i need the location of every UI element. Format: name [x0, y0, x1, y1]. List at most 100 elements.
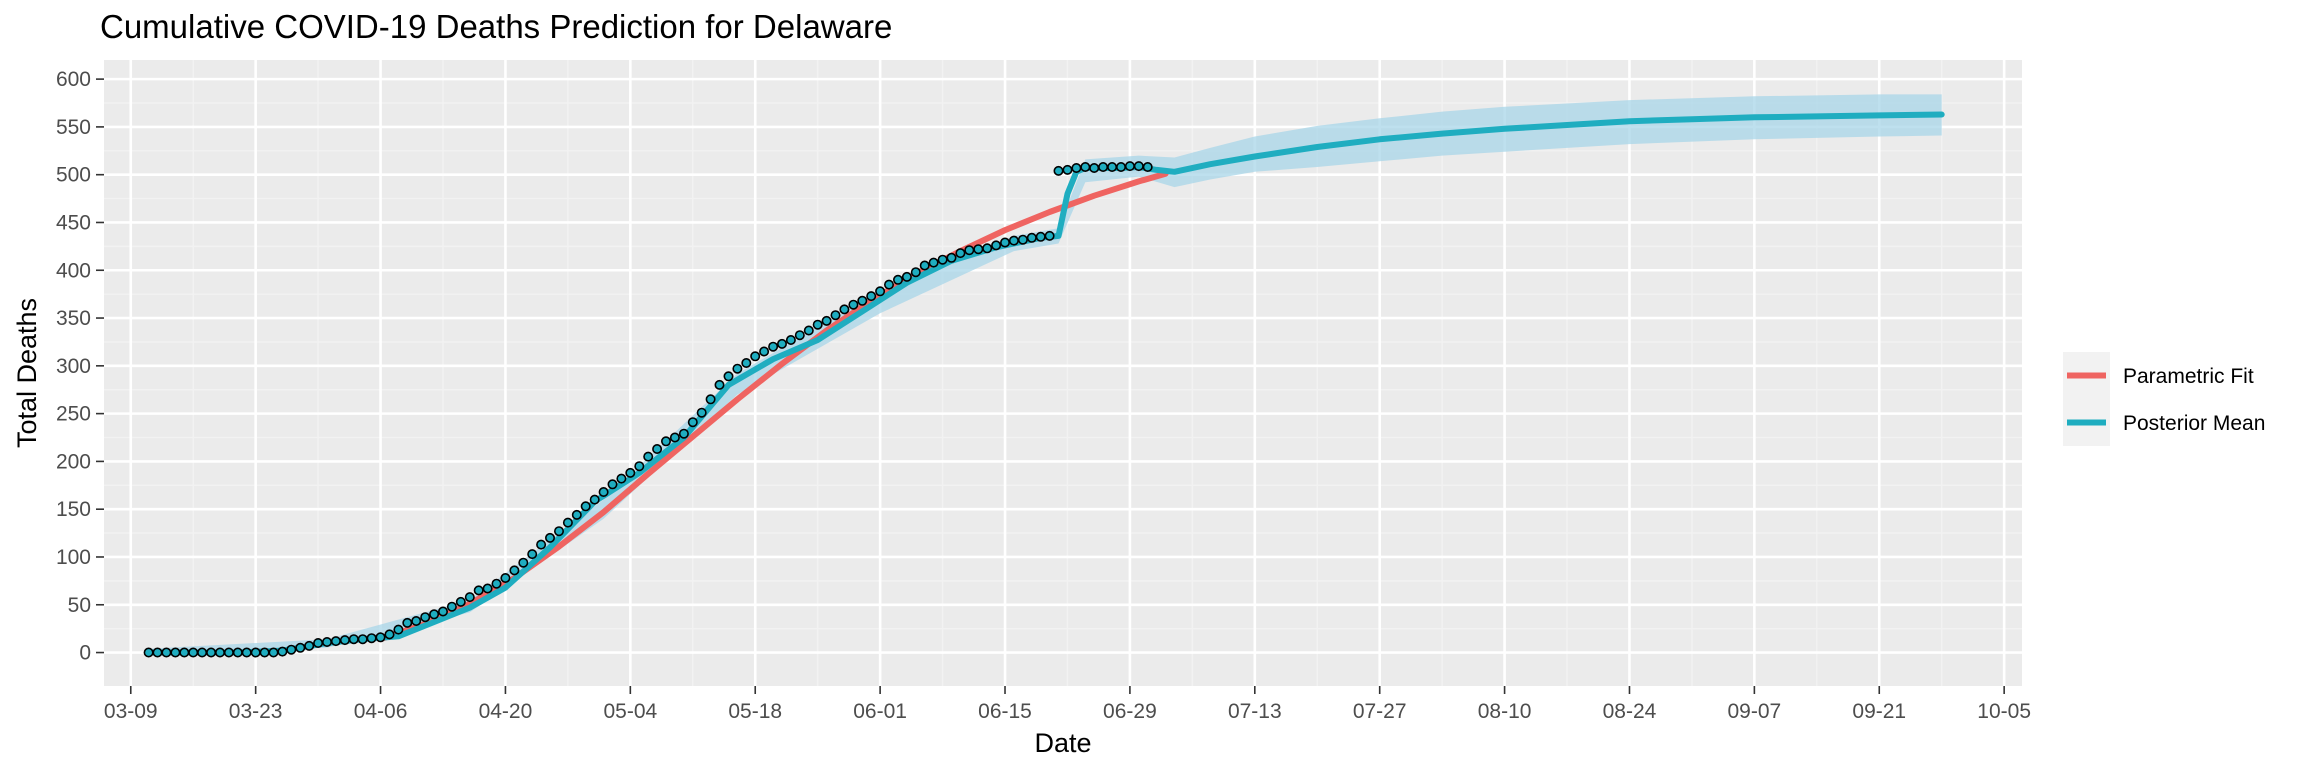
observed-points	[143, 161, 1153, 658]
x-tick-label: 09-07	[1728, 700, 1782, 723]
y-tick-label: 250	[56, 403, 91, 426]
observed-point	[1017, 234, 1028, 245]
observed-point	[821, 315, 832, 326]
observed-point	[1035, 231, 1046, 242]
y-axis-title: Total Deaths	[12, 298, 42, 448]
observed-point	[687, 417, 698, 428]
observed-point	[946, 252, 957, 263]
observed-point	[776, 338, 787, 349]
observed-point	[1116, 162, 1127, 173]
y-axis: 0 50 100 150 200 250 300 350 400 450 500 550 600	[56, 68, 104, 665]
observed-point	[286, 644, 297, 655]
observed-point	[794, 330, 805, 341]
x-tick-label: 07-27	[1353, 700, 1407, 723]
observed-point	[304, 640, 315, 651]
observed-point	[170, 647, 181, 658]
x-tick-label: 07-13	[1228, 700, 1282, 723]
observed-point	[705, 394, 716, 405]
observed-point	[509, 565, 520, 576]
observed-point	[482, 583, 493, 594]
observed-point	[536, 539, 547, 550]
observed-point	[527, 549, 538, 560]
observed-point	[259, 647, 270, 658]
y-tick-label: 0	[79, 642, 91, 665]
observed-point	[437, 606, 448, 617]
observed-point	[1044, 230, 1055, 241]
observed-point	[848, 299, 859, 310]
observed-point	[179, 647, 190, 658]
y-tick-label: 500	[56, 164, 91, 187]
observed-point	[1124, 161, 1135, 172]
observed-point	[206, 647, 217, 658]
observed-point	[982, 243, 993, 254]
observed-point	[669, 432, 680, 443]
observed-point	[919, 260, 930, 271]
observed-point	[268, 647, 279, 658]
observed-point	[473, 585, 484, 596]
observed-point	[812, 319, 823, 330]
x-tick-label: 05-04	[603, 700, 657, 723]
observed-point	[723, 371, 734, 382]
observed-point	[991, 240, 1002, 251]
y-tick-label: 50	[68, 594, 91, 617]
observed-point	[1080, 162, 1091, 173]
observed-point	[616, 473, 627, 484]
observed-point	[215, 647, 226, 658]
plot-panel	[104, 60, 2022, 686]
observed-point	[518, 557, 529, 568]
observed-point	[1133, 161, 1144, 172]
observed-point	[241, 647, 252, 658]
x-tick-label: 05-18	[728, 700, 782, 723]
observed-point	[375, 632, 386, 643]
chart-title: Cumulative COVID-19 Deaths Prediction fo…	[100, 8, 893, 45]
observed-point	[785, 334, 796, 345]
x-tick-label: 06-01	[853, 700, 907, 723]
observed-point	[152, 647, 163, 658]
observed-point	[741, 357, 752, 368]
observed-point	[580, 501, 591, 512]
observed-point	[366, 633, 377, 644]
observed-point	[393, 624, 404, 635]
y-tick-label: 400	[56, 259, 91, 282]
observed-point	[553, 526, 564, 537]
observed-point	[188, 647, 199, 658]
observed-point	[500, 572, 511, 583]
observed-point	[1098, 162, 1109, 173]
x-axis: 03-09 03-23 04-06 04-20 05-04 05-18 06-01 06-15…	[104, 686, 2031, 723]
observed-point	[598, 486, 609, 497]
observed-point	[1142, 162, 1153, 173]
observed-point	[420, 612, 431, 623]
observed-point	[607, 479, 618, 490]
observed-point	[1008, 235, 1019, 246]
observed-point	[446, 601, 457, 612]
y-tick-label: 150	[56, 498, 91, 521]
x-tick-label: 08-24	[1603, 700, 1657, 723]
observed-point	[402, 617, 413, 628]
observed-point	[464, 592, 475, 603]
observed-point	[544, 532, 555, 543]
x-tick-label: 10-05	[1977, 700, 2031, 723]
observed-point	[295, 642, 306, 653]
observed-point	[759, 346, 770, 357]
x-tick-label: 03-23	[229, 700, 283, 723]
observed-point	[357, 634, 368, 645]
observed-point	[339, 635, 350, 646]
observed-point	[866, 291, 877, 302]
observed-point	[875, 286, 886, 297]
observed-point	[732, 363, 743, 374]
observed-point	[384, 629, 395, 640]
observed-point	[937, 254, 948, 265]
observed-point	[839, 304, 850, 315]
observed-point	[1089, 163, 1100, 174]
observed-point	[696, 407, 707, 418]
observed-point	[1062, 164, 1073, 175]
observed-point	[143, 647, 154, 658]
x-tick-label: 04-20	[479, 700, 533, 723]
observed-point	[750, 351, 761, 362]
observed-point	[321, 636, 332, 647]
observed-point	[678, 428, 689, 439]
observed-point	[910, 267, 921, 278]
observed-point	[830, 310, 841, 321]
observed-point	[973, 244, 984, 255]
observed-point	[223, 647, 234, 658]
